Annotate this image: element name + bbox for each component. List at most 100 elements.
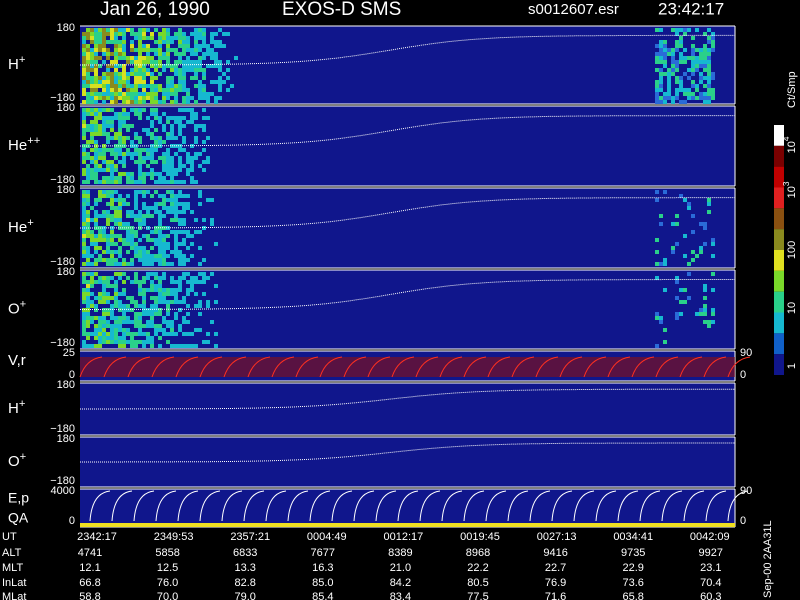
spectrogram-cell xyxy=(190,180,194,184)
spectrogram-cell xyxy=(118,48,122,52)
spectrogram-cell xyxy=(114,164,118,168)
spectrogram-cell xyxy=(174,116,178,120)
spectrogram-cell xyxy=(94,68,98,72)
spectrogram-cell xyxy=(110,164,114,168)
spectrogram-cell xyxy=(106,56,110,60)
spectrogram-cell xyxy=(687,262,691,266)
spectrogram-cell xyxy=(110,84,114,88)
spectrogram-cell xyxy=(134,96,138,100)
spectrogram-cell xyxy=(98,332,102,336)
spectrogram-cell xyxy=(94,214,98,218)
spectrogram-cell xyxy=(146,238,150,242)
cell: 82.8 xyxy=(234,577,255,589)
spectrogram-cell xyxy=(695,312,699,316)
spectrogram-cell xyxy=(122,108,126,112)
spectrogram-cell xyxy=(138,84,142,88)
spectrogram-cell xyxy=(118,292,122,296)
spectrogram-cell xyxy=(90,242,94,246)
colorbar-tick-label: 10 xyxy=(786,302,798,314)
colorbar-tick-label-base: 100 xyxy=(786,241,798,259)
spectrogram-cell xyxy=(90,284,94,288)
spectrogram-cell xyxy=(118,80,122,84)
spectrogram-cell xyxy=(699,64,703,68)
spectrogram-cell xyxy=(158,324,162,328)
spectrogram-cell xyxy=(82,328,86,332)
spectrogram-cell xyxy=(683,88,687,92)
spectrogram-cell xyxy=(655,56,659,60)
spectrogram-cell xyxy=(142,36,146,40)
qa-bar xyxy=(80,523,735,527)
spectrogram-cell xyxy=(162,258,166,262)
spectrogram-cell xyxy=(106,262,110,266)
spectrogram-cell xyxy=(142,202,146,206)
spectrogram-cell xyxy=(126,112,130,116)
spectrogram-cell xyxy=(178,194,182,198)
spectrogram-cell xyxy=(130,172,134,176)
spectrogram-cell xyxy=(114,316,118,320)
spectrogram-cell xyxy=(162,272,166,276)
spectrogram-cell xyxy=(126,222,130,226)
spectrogram-cell xyxy=(198,64,202,68)
spectrogram-cell xyxy=(110,116,114,120)
spectrogram-cell xyxy=(178,148,182,152)
spectrogram-cell xyxy=(691,96,695,100)
spectrogram-cell xyxy=(98,132,102,136)
spectrogram-cell xyxy=(134,242,138,246)
spectrogram-cell xyxy=(675,316,679,320)
spectrogram-cell xyxy=(190,276,194,280)
spectrogram-cell xyxy=(110,172,114,176)
spectrogram-cell xyxy=(158,202,162,206)
spectrogram-cell xyxy=(134,56,138,60)
spectrogram-cell xyxy=(158,100,162,104)
spectrogram-cell xyxy=(671,28,675,32)
spectrogram-cell xyxy=(110,238,114,242)
spectrogram-cell xyxy=(198,36,202,40)
spectrogram-cell xyxy=(130,56,134,60)
spectrogram-cell xyxy=(102,120,106,124)
spectrogram-cell xyxy=(102,84,106,88)
spectrogram-cell xyxy=(138,180,142,184)
spectrogram-cell xyxy=(114,168,118,172)
spectrogram-cell xyxy=(150,316,154,320)
spectrogram-cell xyxy=(675,280,679,284)
spectrogram-cell xyxy=(98,292,102,296)
spectrogram-cell xyxy=(150,238,154,242)
spectrogram-cell xyxy=(158,56,162,60)
spectrogram-cell xyxy=(202,68,206,72)
spectrogram-cell xyxy=(663,328,667,332)
spectrogram-cell xyxy=(158,176,162,180)
cell: 65.8 xyxy=(622,591,643,600)
spectrogram-cell xyxy=(98,320,102,324)
spectrogram-cell xyxy=(703,64,707,68)
spectrogram-cell xyxy=(679,312,683,316)
spectrogram-cell xyxy=(667,92,671,96)
spectrogram-cell xyxy=(170,156,174,160)
panel-label: He+ xyxy=(8,217,34,236)
spectrogram-cell xyxy=(158,254,162,258)
spectrogram-cell xyxy=(106,246,110,250)
spectrogram-cell xyxy=(170,206,174,210)
spectrogram-cell xyxy=(82,52,86,56)
spectrogram-cell xyxy=(110,124,114,128)
spectrogram-cell xyxy=(122,72,126,76)
spectrogram-cell xyxy=(667,68,671,72)
spectrogram-cell xyxy=(683,60,687,64)
spectrogram-cell xyxy=(94,36,98,40)
spectrogram-cell xyxy=(86,230,90,234)
cell: 2357:21 xyxy=(230,531,270,543)
spectrogram-cell xyxy=(655,60,659,64)
spectrogram-cell xyxy=(118,324,122,328)
spectrogram-cell xyxy=(126,210,130,214)
spectrogram-cell xyxy=(170,172,174,176)
attitude-curve xyxy=(80,34,735,66)
spectrogram-cell xyxy=(138,258,142,262)
spectrogram-cell xyxy=(110,276,114,280)
spectrogram-cell xyxy=(94,56,98,60)
spectrogram-cell xyxy=(178,254,182,258)
spectrogram-cell xyxy=(174,172,178,176)
spectrogram-cell xyxy=(142,254,146,258)
spectrogram-cell xyxy=(707,52,711,56)
spectrogram-cell xyxy=(94,234,98,238)
spectrogram-cell xyxy=(166,96,170,100)
spectrogram-cell xyxy=(182,116,186,120)
